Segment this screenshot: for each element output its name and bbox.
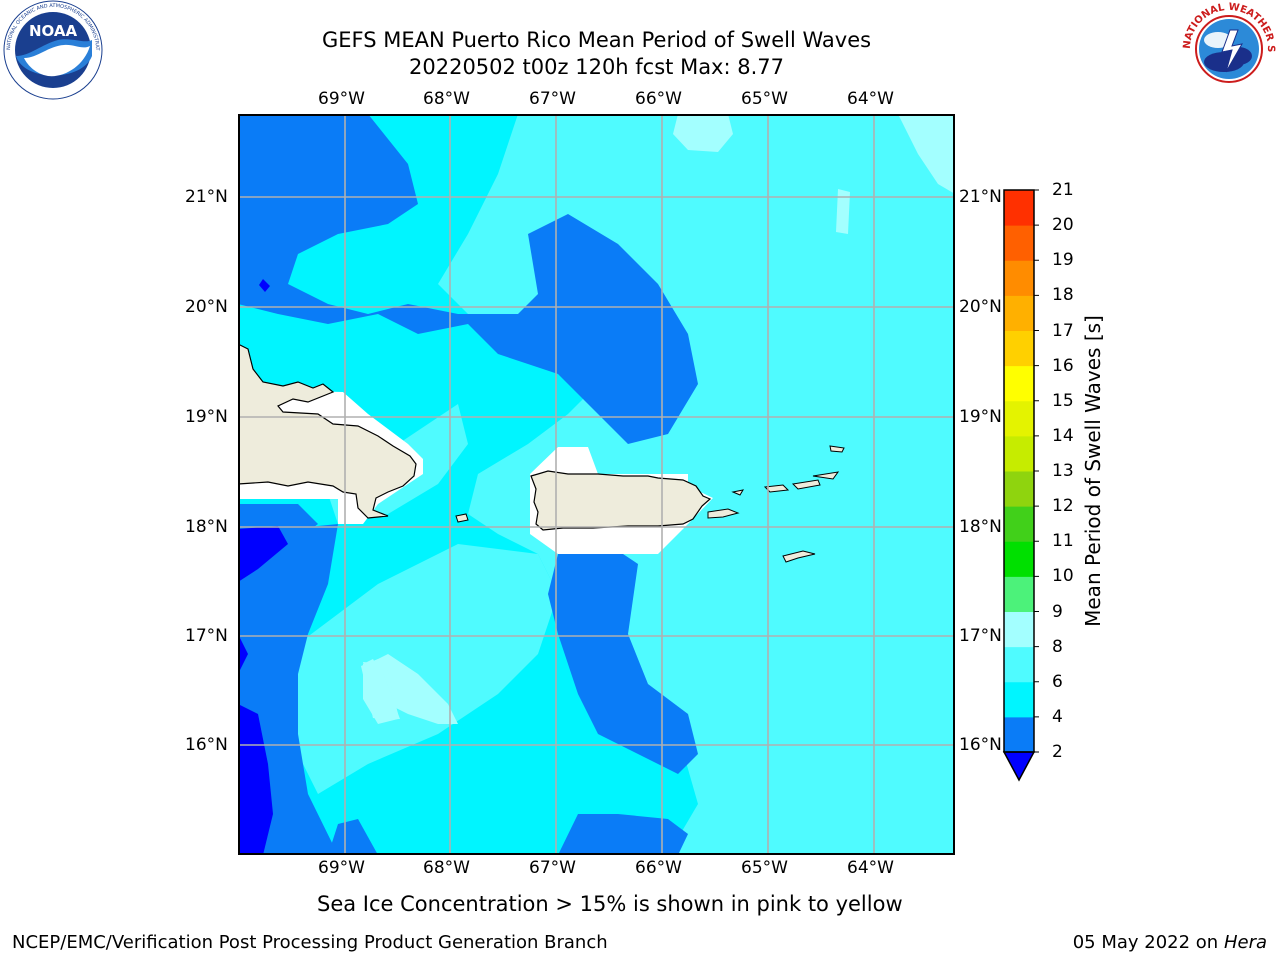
colorbar-under-triangle — [1002, 751, 1036, 782]
lon-tick-bottom: 65°W — [741, 858, 788, 878]
colorbar-bin — [1004, 295, 1034, 331]
land-island — [812, 471, 840, 480]
lat-tick-right: 19°N — [959, 407, 1002, 427]
colorbar-bin — [1004, 716, 1034, 753]
field-region-8-9 — [365, 659, 400, 720]
map-frame — [238, 114, 955, 855]
field-region-2-4 — [558, 814, 688, 855]
sea-ice-note: Sea Ice Concentration > 15% is shown in … — [317, 892, 903, 916]
colorbar-tick-label: 11 — [1052, 531, 1074, 552]
land-island — [731, 489, 745, 496]
colorbar-bin — [1004, 260, 1034, 296]
colorbar-bin — [1004, 611, 1034, 648]
colorbar-bin — [1004, 330, 1034, 367]
colorbar-tick-label: 8 — [1052, 636, 1063, 657]
field-region-6-8 — [298, 544, 558, 794]
land-puerto-rico — [530, 470, 712, 531]
lon-tick-bottom: 67°W — [529, 858, 576, 878]
lon-tick-bottom: 66°W — [635, 858, 682, 878]
land-hispaniola — [238, 343, 417, 519]
colorbar-bin — [1004, 435, 1034, 472]
footer-branch: NCEP/EMC/Verification Post Processing Pr… — [12, 932, 608, 953]
noaa-logo-text: NOAA — [29, 22, 78, 40]
nws-logo: NATIONAL WEATHER SERVICE — [1176, 0, 1278, 98]
colorbar-tick-label: 2 — [1052, 742, 1063, 762]
field-region-2-4 — [548, 544, 698, 774]
field-region-8-9 — [836, 189, 850, 234]
colorbar-tick-label: 18 — [1052, 285, 1074, 306]
colorbar-tick-label: 20 — [1052, 215, 1074, 236]
colorbar-tick-label: 10 — [1052, 566, 1074, 587]
lat-tick-right: 17°N — [959, 626, 1002, 646]
lat-tick-left: 19°N — [185, 407, 228, 427]
colorbar-bin — [1004, 681, 1034, 718]
lat-tick-right: 20°N — [959, 297, 1002, 317]
colorbar-tick-label: 16 — [1052, 355, 1074, 376]
chart-title-line1: GEFS MEAN Puerto Rico Mean Period of Swe… — [321, 28, 872, 52]
colorbar-bin — [1004, 190, 1034, 226]
colorbar-tick-label: 9 — [1052, 601, 1063, 622]
lat-tick-left: 18°N — [185, 517, 228, 537]
lat-tick-right: 16°N — [959, 735, 1002, 755]
lat-tick-left: 17°N — [185, 626, 228, 646]
lon-tick-bottom: 68°W — [423, 858, 470, 878]
graticule — [238, 114, 955, 855]
colorbar-bin — [1004, 576, 1034, 612]
footer-date: 05 May 2022 on Hera — [1073, 932, 1267, 954]
colorbar-tick-label: 4 — [1052, 706, 1063, 727]
lon-tick-top: 65°W — [741, 89, 788, 109]
colorbar — [1002, 189, 1039, 782]
lon-tick-top: 67°W — [529, 89, 576, 109]
colorbar-tick-label: 12 — [1052, 496, 1074, 517]
lon-tick-top: 66°W — [635, 89, 682, 109]
land-island — [791, 479, 821, 490]
field-region-lt2 — [238, 526, 288, 582]
colorbar-label: Mean Period of Swell Waves [s] — [1081, 315, 1105, 627]
footer-date-text: 05 May 2022 on — [1072, 932, 1219, 953]
lon-tick-top: 68°W — [423, 89, 470, 109]
colorbar-tick-label: 14 — [1052, 425, 1074, 446]
lon-tick-top: 64°W — [847, 89, 894, 109]
field-region-lt2 — [238, 634, 248, 674]
field-region-lt2 — [238, 704, 273, 855]
colorbar-bin — [1004, 471, 1034, 507]
colorbar-bin — [1004, 400, 1034, 437]
colorbar-bin — [1004, 225, 1034, 261]
field-region-lt2 — [259, 279, 270, 292]
colorbar-tick-label: 17 — [1052, 320, 1074, 341]
lat-tick-right: 21°N — [959, 187, 1002, 207]
colorbar-tick-label: 19 — [1052, 250, 1074, 271]
field-region-8-9 — [368, 654, 458, 724]
lat-tick-left: 16°N — [185, 735, 228, 755]
noaa-logo: NOAA NATIONAL OCEANIC AND ATMOSPHERIC AD… — [0, 0, 104, 102]
colorbar-bin — [1004, 506, 1034, 542]
colorbar-tick-label: 15 — [1052, 390, 1074, 411]
lon-tick-bottom: 64°W — [847, 858, 894, 878]
swell-period-map — [238, 114, 955, 855]
chart-title-line2: 20220502 t00z 120h fcst Max: 8.77 — [409, 55, 784, 79]
lon-tick-top: 69°W — [318, 89, 365, 109]
colorbar-tick-label: 21 — [1052, 180, 1074, 200]
colorbar-bin — [1004, 365, 1034, 402]
footer-machine: Hera — [1223, 932, 1267, 953]
land-island — [782, 550, 816, 563]
field-region-8-9 — [898, 114, 955, 194]
field-region-8-9 — [673, 114, 733, 152]
colorbar-tick-label: 13 — [1052, 461, 1074, 481]
field-region-2-4 — [328, 819, 378, 855]
colorbar-tick-label: 6 — [1052, 671, 1063, 692]
colorbar-bin — [1004, 646, 1034, 683]
colorbar-bin — [1004, 541, 1034, 577]
lat-tick-left: 20°N — [185, 297, 228, 317]
land-island — [455, 513, 469, 523]
land-island — [829, 445, 845, 453]
lon-tick-bottom: 69°W — [318, 858, 365, 878]
lat-tick-left: 21°N — [185, 187, 228, 207]
land-island — [707, 508, 740, 519]
lat-tick-right: 18°N — [959, 517, 1002, 537]
